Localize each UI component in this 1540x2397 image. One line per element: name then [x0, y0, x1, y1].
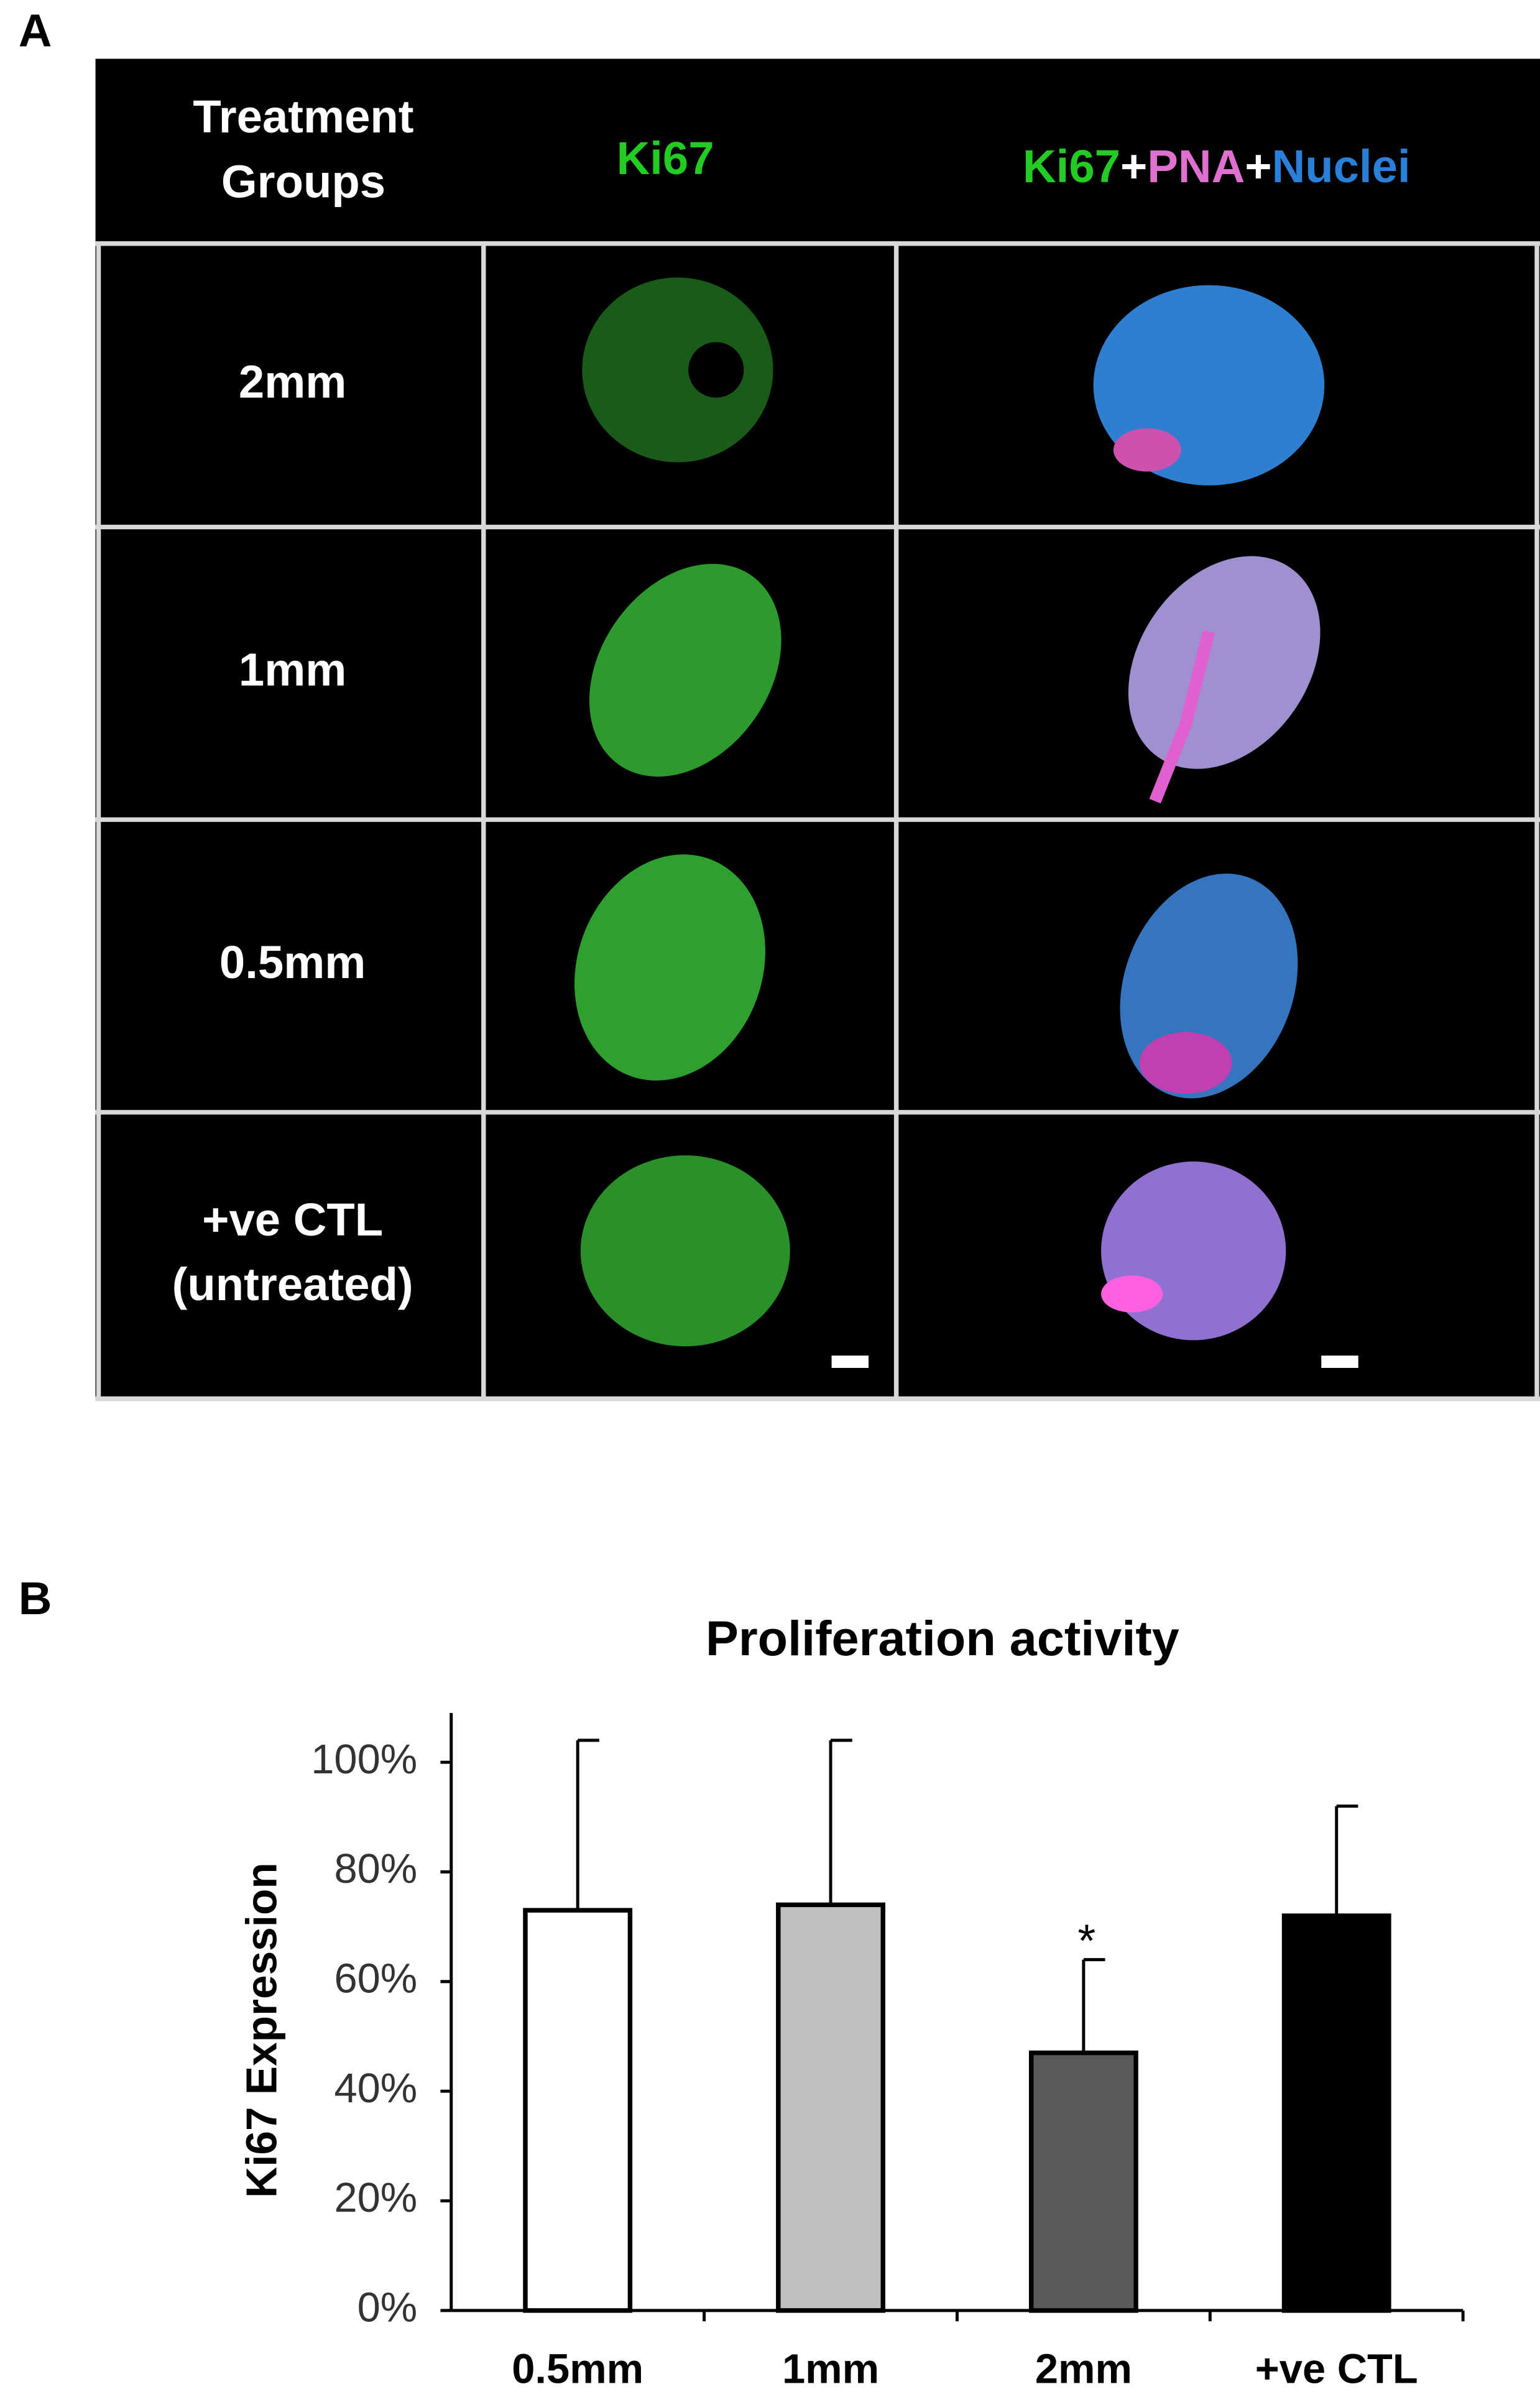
row-label: 0.5mm: [219, 936, 366, 988]
x-tick-label: 0.5mm: [512, 2346, 643, 2393]
y-tick-label: 0%: [357, 2284, 418, 2331]
tissue-image: [582, 277, 773, 463]
y-tick-label: 40%: [334, 2065, 417, 2112]
y-tick-label: 100%: [311, 1736, 417, 1783]
tissue-image: [1113, 428, 1181, 472]
header-segment: +: [1120, 140, 1147, 192]
header-segment: +: [1245, 140, 1271, 192]
tissue-image: [688, 342, 744, 398]
bar: [776, 1902, 885, 2313]
tissue-image: [1128, 556, 1321, 769]
bar: [523, 1908, 633, 2313]
y-tick-label: 60%: [334, 1956, 417, 2002]
x-tick-label: +ve CTL: [1255, 2346, 1418, 2393]
header-segment: Nuclei: [1272, 140, 1411, 192]
tissue-image: [1139, 1032, 1232, 1094]
annotation: *: [1077, 1914, 1095, 1966]
x-tick-label: 2mm: [1035, 2346, 1132, 2393]
row-label: (untreated): [172, 1259, 413, 1310]
header-segment: PNA: [1147, 140, 1245, 192]
header-text: Treatment: [193, 91, 413, 142]
tissue-image: [1101, 1275, 1163, 1313]
header-text: Ki67+PNA+Nuclei: [1023, 140, 1411, 192]
bar: [1281, 1913, 1391, 2313]
header-segment: Ki67: [1023, 140, 1120, 192]
panel-label: B: [19, 1573, 52, 1624]
x-tick-label: 1mm: [782, 2346, 879, 2393]
micrographs: [574, 277, 1358, 1368]
row-label: 1mm: [239, 644, 346, 695]
y-tick-label: 80%: [334, 1845, 417, 1892]
header-text: Groups: [221, 155, 385, 207]
bar-chart: Proliferation activity Ki67 Expression 0% 2…: [237, 1610, 1465, 2393]
bar: [1028, 2050, 1138, 2313]
tissue-image: [580, 1155, 790, 1347]
tissue-image: [1149, 630, 1215, 804]
header-text: Ki67: [617, 132, 714, 184]
scale-bar: [1321, 1356, 1358, 1368]
row-label: +ve CTL: [202, 1194, 383, 1245]
y-tick-label: 20%: [334, 2174, 417, 2221]
scale-bar: [831, 1356, 869, 1368]
tissue-image: [1101, 1162, 1286, 1341]
grid-lines: [95, 241, 1540, 1402]
tissue-image: [589, 563, 782, 777]
chart-title: Proliferation activity: [706, 1610, 1179, 1666]
tissue-image: [574, 854, 765, 1081]
row-labels: 2mm 1mm 0.5mm +ve CTL (untreated): [172, 356, 413, 1310]
micrograph-panel: [95, 58, 1540, 1400]
y-axis-label: Ki67 Expression: [237, 1862, 285, 2198]
panel-label: A: [19, 5, 52, 57]
row-label: 2mm: [239, 356, 346, 407]
